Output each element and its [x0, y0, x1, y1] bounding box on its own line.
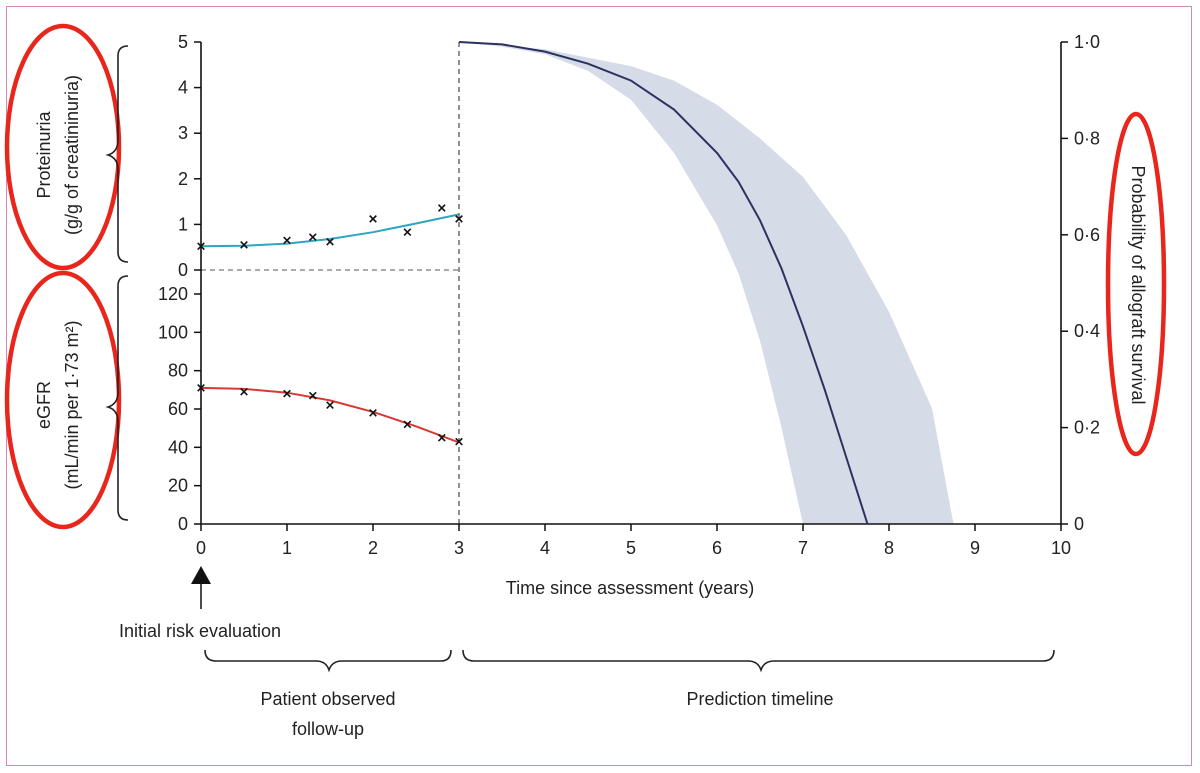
- egfr-observation: [240, 387, 248, 396]
- egfr-observation: [369, 408, 377, 417]
- survival-tick-label: 0·8: [1074, 128, 1100, 148]
- egfr-tick-label: 60: [168, 399, 188, 419]
- proteinuria-observation: [403, 228, 412, 237]
- survival-highlight-ellipse: [1105, 111, 1167, 457]
- proteinuria-observation: [308, 233, 317, 242]
- egfr-tick-label: 40: [168, 437, 188, 457]
- egfr-observation: [403, 420, 412, 429]
- x-tick-label: 9: [970, 538, 980, 558]
- survival-confidence-band: [459, 42, 954, 524]
- egfr-observation: [308, 391, 317, 400]
- proteinuria-observation: [240, 241, 248, 249]
- survival-axis-label: Probability of allograft survival: [1128, 165, 1148, 404]
- egfr-trend-line: [200, 386, 460, 444]
- observed-label-line1: Patient observed: [260, 689, 395, 709]
- egfr-observation: [455, 437, 463, 446]
- proteinuria-tick-label: 4: [178, 78, 188, 98]
- proteinuria-observation: [197, 242, 205, 251]
- observed-label-line2: follow-up: [292, 719, 364, 739]
- survival-curve: [458, 41, 869, 525]
- egfr-tick-label: 0: [178, 514, 188, 534]
- egfr-observation: [197, 384, 205, 392]
- egfr-axis-unit: (mL/min per 1·73 m²): [62, 320, 82, 489]
- initial-risk-label: Initial risk evaluation: [119, 621, 281, 641]
- x-tick-label: 4: [540, 538, 550, 558]
- egfr-axis-label: eGFR: [34, 381, 54, 429]
- proteinuria-axis-unit: (g/g of creatininuria): [62, 75, 82, 235]
- x-tick-label: 6: [712, 538, 722, 558]
- proteinuria-observation: [455, 215, 463, 223]
- proteinuria-tick-label: 1: [178, 214, 188, 234]
- x-axis-label: Time since assessment (years): [506, 578, 754, 598]
- x-tick-label: 1: [282, 538, 292, 558]
- survival-tick-label: 1·0: [1074, 32, 1100, 52]
- egfr-observation: [326, 401, 334, 410]
- egfr-tick-label: 20: [168, 476, 188, 496]
- proteinuria-tick-label: 5: [178, 32, 188, 52]
- proteinuria-tick-label: 3: [178, 123, 188, 143]
- egfr-tick-label: 100: [158, 322, 188, 342]
- x-tick-label: 2: [368, 538, 378, 558]
- prediction-label: Prediction timeline: [686, 689, 833, 709]
- survival-tick-label: 0·6: [1074, 225, 1100, 245]
- x-tick-label: 8: [884, 538, 894, 558]
- egfr-observation: [283, 389, 291, 398]
- x-tick-label: 3: [454, 538, 464, 558]
- proteinuria-observation: [437, 204, 446, 212]
- initial-arrow-head: [191, 566, 211, 584]
- survival-tick-label: 0: [1074, 514, 1084, 534]
- egfr-tick-label: 80: [168, 361, 188, 381]
- proteinuria-tick-label: 2: [178, 169, 188, 189]
- proteinuria-highlight-ellipse: [4, 23, 122, 271]
- egfr-observation: [437, 433, 446, 442]
- x-tick-label: 7: [798, 538, 808, 558]
- proteinuria-observation: [369, 215, 377, 223]
- egfr-highlight-ellipse: [4, 270, 122, 530]
- proteinuria-axis-label: Proteinuria: [34, 110, 54, 198]
- proteinuria-observation: [283, 236, 291, 245]
- proteinuria-tick-label: 0: [178, 260, 188, 280]
- proteinuria-brace: [105, 45, 129, 263]
- egfr-brace: [105, 275, 129, 521]
- proteinuria-observation: [326, 237, 334, 246]
- x-tick-label: 5: [626, 538, 636, 558]
- survival-tick-label: 0·4: [1074, 321, 1100, 341]
- observed-brace: [204, 649, 452, 673]
- x-tick-label: 10: [1051, 538, 1071, 558]
- egfr-tick-label: 120: [158, 284, 188, 304]
- x-tick-label: 0: [196, 538, 206, 558]
- survival-tick-label: 0·2: [1074, 418, 1100, 438]
- prediction-brace: [462, 649, 1055, 673]
